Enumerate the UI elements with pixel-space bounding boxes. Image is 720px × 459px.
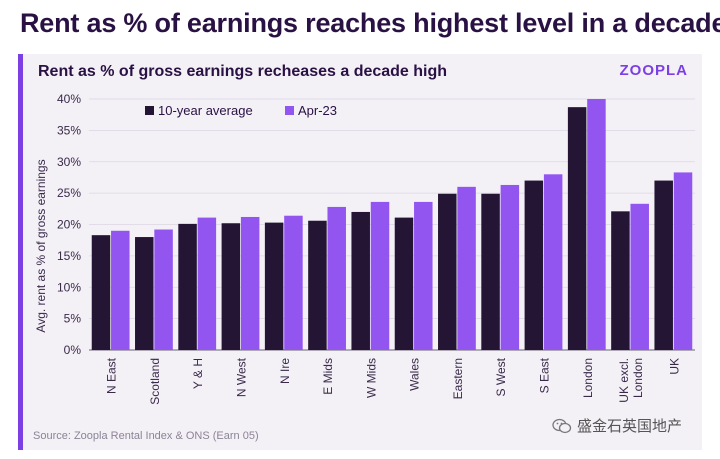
- x-tick-label: N West: [235, 357, 249, 397]
- bar-apr-23: [327, 206, 346, 350]
- bar-10-year-average: [611, 211, 630, 350]
- x-tick-label: Wales: [408, 358, 422, 391]
- y-axis-label: Avg. rent as % of gross earnings: [34, 159, 48, 332]
- bar-apr-23: [543, 174, 563, 350]
- legend-label: 10-year average: [158, 103, 253, 118]
- x-tick-label: Y & H: [191, 358, 205, 389]
- bar-apr-23: [154, 229, 173, 350]
- x-tick-label-line: London: [581, 358, 595, 398]
- x-tick-label-line: N West: [235, 357, 249, 397]
- bar-apr-23: [240, 216, 260, 350]
- y-tick-label: 5%: [64, 312, 82, 326]
- x-tick-label-line: S East: [538, 357, 552, 393]
- y-tick-label: 0%: [64, 343, 82, 357]
- bar-10-year-average: [264, 222, 284, 350]
- page-headline: Rent as % of earnings reaches highest le…: [20, 8, 720, 38]
- x-tick-label: Eastern: [451, 358, 465, 399]
- bar-10-year-average: [91, 235, 111, 350]
- zoopla-logo: ZOOPLA: [619, 62, 688, 79]
- x-tick-label-line: W Mids: [364, 358, 378, 398]
- bar-apr-23: [111, 230, 130, 350]
- bar-apr-23: [500, 184, 520, 350]
- bar-10-year-average: [351, 211, 370, 350]
- x-tick-label: London: [581, 358, 595, 398]
- x-tick-label-line: Eastern: [451, 358, 465, 399]
- watermark-text: 盛金石英国地产: [576, 418, 682, 435]
- y-tick-label: 20%: [57, 218, 81, 232]
- bars: [91, 99, 693, 350]
- bar-apr-23: [673, 172, 693, 350]
- x-tick-label-line: N East: [105, 357, 119, 394]
- bar-apr-23: [197, 217, 217, 350]
- legend-swatch: [145, 106, 154, 115]
- x-tick-label-line: Wales: [408, 358, 422, 391]
- x-tick-label: W Mids: [364, 358, 378, 398]
- x-tick-label-line: S West: [494, 357, 508, 396]
- bar-10-year-average: [135, 237, 154, 350]
- y-tick-label: 10%: [57, 280, 81, 294]
- x-tick-label: E Mids: [321, 358, 335, 395]
- x-tick-label: UK: [667, 358, 681, 375]
- legend-label: Apr-23: [298, 103, 337, 118]
- bar-10-year-average: [567, 107, 587, 350]
- bar-10-year-average: [221, 223, 241, 350]
- bar-apr-23: [630, 203, 649, 350]
- bar-apr-23: [370, 201, 390, 350]
- x-tick-label-line: N Ire: [278, 358, 292, 384]
- source-note: Source: Zoopla Rental Index & ONS (Earn …: [33, 430, 259, 442]
- bar-10-year-average: [178, 223, 197, 350]
- wechat-watermark: 盛金石英国地产: [552, 415, 682, 436]
- x-tick-label: S East: [538, 357, 552, 393]
- bar-chart: 0% 5% 10% 15% 20% 25% 30% 35% 40% Avg. rent as %…: [34, 92, 695, 405]
- x-tick-label-line: Scotland: [148, 358, 162, 405]
- bar-10-year-average: [308, 220, 327, 350]
- y-tick-label: 40%: [57, 92, 81, 106]
- legend: 10-year average Apr-23: [145, 103, 337, 118]
- x-tick-label-line: UK excl.: [617, 358, 631, 403]
- x-tick-label-line: E Mids: [321, 358, 335, 395]
- x-tick-label-line: Y & H: [191, 358, 205, 389]
- bar-apr-23: [414, 201, 433, 350]
- x-tick-label: Scotland: [148, 358, 162, 405]
- y-tick-label: 25%: [57, 186, 81, 200]
- x-tick-label: UK excl. London: [617, 358, 645, 403]
- x-tick-label: N Ire: [278, 358, 292, 384]
- y-axis-ticks: 0% 5% 10% 15% 20% 25% 30% 35% 40%: [57, 92, 81, 357]
- bar-10-year-average: [654, 180, 673, 350]
- bar-apr-23: [457, 186, 476, 350]
- y-tick-label: 35%: [57, 123, 81, 137]
- x-tick-label-line: UK: [667, 358, 681, 375]
- bar-10-year-average: [394, 217, 414, 350]
- wechat-icon: [552, 418, 572, 434]
- bar-apr-23: [587, 99, 606, 350]
- x-tick-label: S West: [494, 357, 508, 396]
- bar-10-year-average: [481, 193, 500, 350]
- x-tick-label: N East: [105, 357, 119, 394]
- bar-10-year-average: [438, 193, 457, 350]
- chart-title: Rent as % of gross earnings recheases a …: [38, 63, 448, 80]
- y-tick-label: 15%: [57, 249, 81, 263]
- bar-10-year-average: [524, 180, 544, 350]
- bar-apr-23: [284, 215, 303, 350]
- legend-swatch: [285, 106, 294, 115]
- chart-card: Rent as % of gross earnings recheases a …: [18, 54, 702, 450]
- x-axis-ticks: N East Scotland Y & H N West N Ire E Mids W Mi…: [105, 357, 682, 404]
- y-tick-label: 30%: [57, 155, 81, 169]
- x-tick-label-line: London: [631, 358, 645, 398]
